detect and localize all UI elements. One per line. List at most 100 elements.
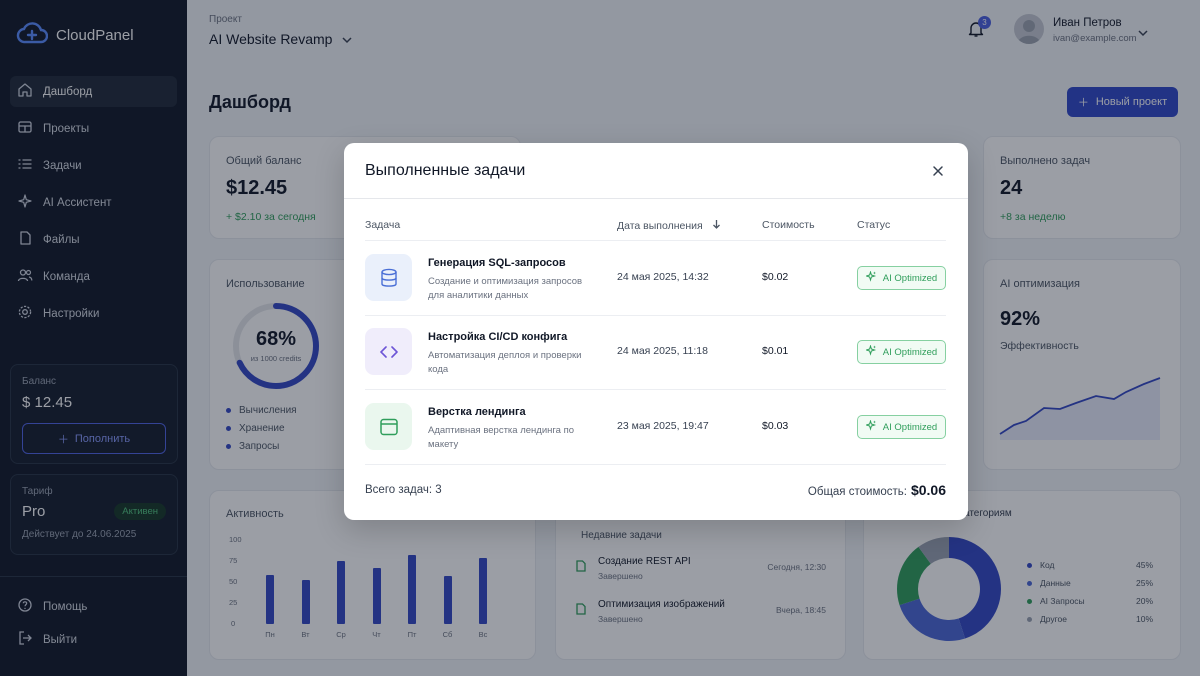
x-tick-label: Ср: [336, 630, 346, 639]
task-description: Автоматизация деплоя и проверки кода: [428, 350, 582, 375]
sidebar-item-label: Помощь: [43, 600, 88, 613]
category-legend-item: Другое 10%: [1027, 614, 1153, 624]
database-icon: [365, 254, 412, 301]
x-tick-label: Чт: [372, 630, 381, 639]
table-divider: [365, 240, 946, 241]
x-tick-label: Вс: [478, 630, 488, 639]
donut-slice[interactable]: [897, 546, 931, 606]
plan-label: Тариф: [22, 486, 53, 497]
x-tick-label: Пн: [265, 630, 275, 639]
sidebar-item-ai-assistant[interactable]: AI Ассистент: [10, 187, 177, 218]
task-cost: $0.03: [762, 420, 789, 432]
sidebar-item-logout[interactable]: Выйти: [10, 624, 177, 655]
activity-bar[interactable]: [479, 558, 487, 624]
topup-button[interactable]: ＋ Пополнить: [22, 423, 166, 454]
activity-bar[interactable]: [443, 576, 452, 624]
topup-label: Пополнить: [74, 432, 131, 445]
usage-legend-item: Вычисления: [226, 405, 297, 416]
categories-donut: [897, 537, 1001, 641]
ai-opt-title: AI оптимизация: [1000, 278, 1080, 290]
list-item[interactable]: Создание REST API Завершено Сегодня, 12:…: [576, 556, 826, 590]
total-cost-value: $0.06: [910, 482, 946, 498]
usage-title: Использование: [226, 278, 305, 290]
recent-item-time: Вчера, 18:45: [776, 605, 826, 615]
logout-icon: [17, 630, 33, 649]
table-row[interactable]: Верстка лендинга Адаптивная верстка ленд…: [365, 390, 946, 464]
sidebar-divider: [0, 576, 187, 577]
chevron-down-icon[interactable]: [1138, 24, 1148, 42]
y-tick-label: 100: [229, 535, 242, 544]
activity-bar[interactable]: [266, 575, 274, 624]
sidebar-item-help[interactable]: Помощь: [10, 591, 177, 622]
activity-bar[interactable]: [372, 567, 381, 624]
plan-valid-until: Действует до 24.06.2025: [22, 529, 137, 540]
completed-tasks-modal: Выполненные задачи Задача Дата выполнени…: [344, 143, 968, 520]
donut-slice[interactable]: [899, 598, 966, 641]
gear-icon: [17, 304, 33, 323]
folder-icon: [17, 119, 33, 138]
sparkle-icon: [17, 193, 33, 212]
column-header-date-label: Дата выполнения: [617, 220, 703, 232]
x-tick-label: Пт: [407, 630, 417, 639]
activity-bar[interactable]: [337, 561, 345, 624]
logo[interactable]: CloudPanel: [16, 20, 134, 51]
file-icon: [17, 230, 33, 249]
close-icon[interactable]: [932, 164, 944, 176]
sidebar-item-tasks[interactable]: Задачи: [10, 150, 177, 181]
sidebar-item-label: Задачи: [43, 159, 82, 172]
recent-item-title: Создание REST API: [598, 556, 691, 567]
task-cost: $0.02: [762, 271, 789, 283]
recent-item-title: Оптимизация изображений: [598, 599, 725, 610]
status-label: AI Optimized: [882, 421, 938, 433]
balance-card: Баланс $ 12.45 ＋ Пополнить: [10, 364, 178, 464]
y-tick-label: 75: [229, 556, 238, 565]
recent-title: Недавние задачи: [581, 530, 662, 541]
ai-opt-sparkline: [999, 377, 1161, 440]
sidebar-item-label: Настройки: [43, 307, 100, 320]
column-header-status: Статус: [857, 219, 891, 231]
sidebar-item-files[interactable]: Файлы: [10, 224, 177, 255]
column-header-date[interactable]: Дата выполнения: [617, 219, 721, 233]
task-description: Адаптивная верстка лендинга по макету: [428, 425, 574, 450]
table-divider: [365, 389, 946, 390]
task-date: 24 мая 2025, 14:32: [617, 271, 709, 283]
task-title: Настройка CI/CD конфига: [428, 331, 568, 343]
sidebar-nav: Дашборд Проекты Задачи AI Ассистент Файл…: [10, 76, 177, 335]
table-row[interactable]: Генерация SQL-запросов Создание и оптими…: [365, 241, 946, 315]
task-description: Создание и оптимизация запросов для анал…: [428, 276, 583, 301]
project-label: Проект: [209, 14, 242, 25]
app-name: CloudPanel: [56, 27, 134, 44]
page-title: Дашборд: [209, 92, 291, 112]
categories-title: атегориям: [964, 508, 1012, 519]
modal-title: Выполненные задачи: [365, 162, 526, 179]
activity-bar[interactable]: [408, 555, 416, 624]
ai-opt-value: 92%: [1000, 308, 1041, 330]
donut-slice[interactable]: [949, 537, 1001, 639]
list-item[interactable]: Оптимизация изображений Завершено Вчера,…: [576, 599, 826, 633]
sparkle-icon: [864, 419, 877, 434]
activity-bar[interactable]: [301, 580, 310, 624]
tasks-done-card: Выполнено задач 24 +8 за неделю: [983, 136, 1181, 239]
stat-delta: +8 за неделю: [1000, 211, 1066, 223]
help-icon: [17, 597, 33, 616]
list-icon: [17, 156, 33, 175]
home-icon: [17, 82, 33, 101]
usage-sub: из 1000 credits: [250, 354, 302, 363]
sidebar-item-dashboard[interactable]: Дашборд: [10, 76, 177, 107]
sidebar-item-projects[interactable]: Проекты: [10, 113, 177, 144]
new-project-button[interactable]: ＋ Новый проект: [1067, 87, 1178, 117]
stat-label: Общий баланс: [226, 155, 302, 167]
sidebar-item-settings[interactable]: Настройки: [10, 298, 177, 329]
project-selector[interactable]: AI Website Revamp: [209, 31, 352, 47]
donut-slice[interactable]: [918, 537, 949, 564]
sidebar-item-team[interactable]: Команда: [10, 261, 177, 292]
notification-badge: 3: [978, 16, 991, 29]
project-name: AI Website Revamp: [209, 31, 333, 47]
x-tick-label: Сб: [442, 630, 453, 639]
avatar[interactable]: [1014, 14, 1044, 44]
task-cost: $0.01: [762, 345, 789, 357]
usage-legend-item: Запросы: [226, 441, 279, 452]
recent-item-status: Завершено: [598, 571, 643, 581]
table-row[interactable]: Настройка CI/CD конфига Автоматизация де…: [365, 315, 946, 389]
recent-item-time: Сегодня, 12:30: [767, 562, 826, 572]
